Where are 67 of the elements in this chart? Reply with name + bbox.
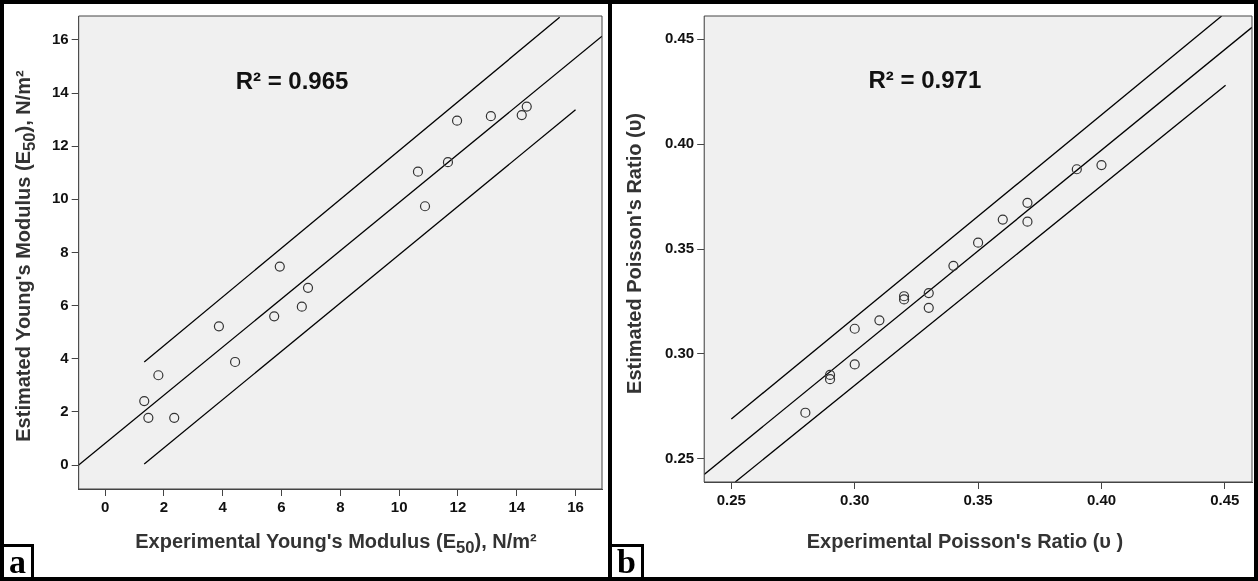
point <box>153 370 164 381</box>
x-tick-label: 14 <box>508 498 526 516</box>
x-tick-label: 2 <box>159 498 169 516</box>
annotation: R² = 0.971 <box>868 65 982 93</box>
y-tick-label: 10 <box>52 189 69 207</box>
x-tick-label: 0.40 <box>1086 491 1117 509</box>
point <box>1071 164 1082 175</box>
x-tick-label: 10 <box>390 498 408 516</box>
point <box>874 315 885 326</box>
y-tick-label: 2 <box>60 402 69 420</box>
y-axis-title: Estimated Poisson's Ratio (υ) <box>622 112 646 396</box>
point <box>143 412 154 423</box>
text: a <box>4 543 34 580</box>
x-tick-label: 6 <box>277 498 286 516</box>
y-tick-label: 0.25 <box>664 449 695 467</box>
text: b <box>612 543 644 580</box>
x-tick-label: 0 <box>100 498 110 516</box>
x-axis-title: Experimental Young's Modulus (E$_{50}$), N/m² <box>134 530 538 558</box>
point <box>1022 216 1033 227</box>
y-tick-label: 0 <box>60 455 69 473</box>
y-tick-label: 14 <box>52 83 70 101</box>
y-tick-label: 6 <box>60 295 69 313</box>
point <box>169 412 180 423</box>
x-axis-title: Experimental Poisson's Ratio (υ ) <box>805 530 1125 553</box>
point <box>274 261 285 272</box>
point <box>824 374 836 385</box>
x-tick-label: 0.45 <box>1210 491 1240 509</box>
point <box>229 356 241 368</box>
point <box>516 110 527 121</box>
annotation: R² = 0.965 <box>235 66 349 94</box>
y-tick-label: 0.40 <box>664 134 695 152</box>
y-tick-label: 0.30 <box>664 344 695 362</box>
point <box>973 237 984 248</box>
x-tick-label: 0.35 <box>963 491 993 509</box>
point <box>442 157 454 168</box>
y-tick-label: 8 <box>60 242 69 260</box>
y-tick-label: 0.45 <box>664 29 695 47</box>
point <box>451 115 463 126</box>
point <box>923 302 934 313</box>
point <box>1022 197 1033 208</box>
point <box>213 321 225 332</box>
point <box>997 214 1008 225</box>
x-tick-label: 0.25 <box>716 491 746 509</box>
point <box>412 166 424 177</box>
x-tick-label: 12 <box>449 498 467 516</box>
point <box>139 395 150 407</box>
point <box>521 101 532 112</box>
y-tick-label: 12 <box>52 136 69 154</box>
point <box>948 260 959 271</box>
point <box>485 111 496 122</box>
point <box>302 282 314 293</box>
y-tick-label: 16 <box>52 30 69 48</box>
x-tick-label: 4 <box>218 498 228 516</box>
y-tick-label: 4 <box>60 348 70 366</box>
point <box>849 323 860 334</box>
x-tick-label: 16 <box>567 498 584 516</box>
point <box>269 311 280 322</box>
point <box>824 369 836 381</box>
point <box>800 407 811 418</box>
point <box>1096 159 1107 171</box>
y-tick-label: 0.35 <box>664 239 695 257</box>
point <box>923 287 934 299</box>
point <box>419 201 431 212</box>
point <box>296 301 307 312</box>
x-tick-label: 8 <box>336 498 345 516</box>
point <box>849 359 860 370</box>
x-tick-label: 0.30 <box>840 491 870 509</box>
